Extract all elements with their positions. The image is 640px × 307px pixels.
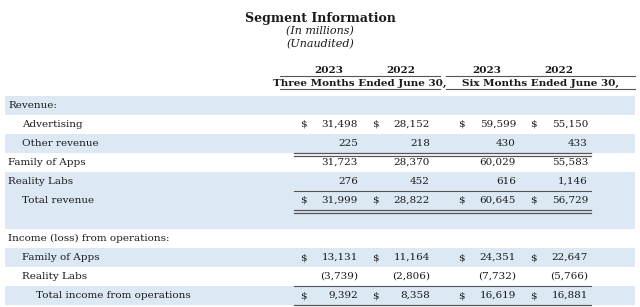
- Text: 452: 452: [410, 177, 430, 186]
- Text: (5,766): (5,766): [550, 272, 588, 281]
- Text: Revenue:: Revenue:: [8, 101, 57, 110]
- Text: 276: 276: [338, 177, 358, 186]
- Text: Reality Labs: Reality Labs: [22, 272, 87, 281]
- Text: $: $: [458, 120, 465, 129]
- Text: 8,358: 8,358: [400, 291, 430, 300]
- Bar: [5, 153, 635, 172]
- Text: 22,647: 22,647: [552, 253, 588, 262]
- Text: $: $: [300, 196, 307, 205]
- Text: 55,150: 55,150: [552, 120, 588, 129]
- Text: $: $: [300, 120, 307, 129]
- Bar: [5, 229, 635, 248]
- Text: 218: 218: [410, 139, 430, 148]
- Text: $: $: [458, 196, 465, 205]
- Text: (Unaudited): (Unaudited): [286, 39, 354, 49]
- Text: $: $: [530, 196, 536, 205]
- Text: 31,498: 31,498: [322, 120, 358, 129]
- Text: Total revenue: Total revenue: [22, 196, 94, 205]
- Text: $: $: [458, 291, 465, 300]
- Bar: [5, 134, 635, 153]
- Text: (In millions): (In millions): [286, 26, 354, 36]
- Text: 2022: 2022: [545, 66, 573, 75]
- Bar: [5, 115, 635, 134]
- Text: 225: 225: [338, 139, 358, 148]
- Text: 616: 616: [496, 177, 516, 186]
- Text: 24,351: 24,351: [479, 253, 516, 262]
- Text: 11,164: 11,164: [394, 253, 430, 262]
- Text: Six Months Ended June 30,: Six Months Ended June 30,: [462, 79, 619, 88]
- Text: 55,583: 55,583: [552, 158, 588, 167]
- Text: 28,822: 28,822: [394, 196, 430, 205]
- Text: 56,729: 56,729: [552, 196, 588, 205]
- Text: 2023: 2023: [472, 66, 501, 75]
- Text: (2,806): (2,806): [392, 272, 430, 281]
- Bar: [5, 172, 635, 191]
- Text: Other revenue: Other revenue: [22, 139, 99, 148]
- Text: Reality Labs: Reality Labs: [8, 177, 73, 186]
- Text: 16,619: 16,619: [479, 291, 516, 300]
- Text: 59,599: 59,599: [479, 120, 516, 129]
- Text: Family of Apps: Family of Apps: [8, 158, 86, 167]
- Text: 28,370: 28,370: [394, 158, 430, 167]
- Text: Three Months Ended June 30,: Three Months Ended June 30,: [273, 79, 447, 88]
- Bar: [5, 286, 635, 305]
- Text: $: $: [372, 196, 379, 205]
- Text: $: $: [530, 253, 536, 262]
- Text: $: $: [372, 253, 379, 262]
- Text: 16,881: 16,881: [552, 291, 588, 300]
- Text: Income (loss) from operations:: Income (loss) from operations:: [8, 234, 170, 243]
- Text: Total income from operations: Total income from operations: [36, 291, 191, 300]
- Text: $: $: [530, 291, 536, 300]
- Text: Family of Apps: Family of Apps: [22, 253, 100, 262]
- Text: $: $: [458, 253, 465, 262]
- Bar: [5, 210, 635, 229]
- Text: 28,152: 28,152: [394, 120, 430, 129]
- Text: 2023: 2023: [315, 66, 344, 75]
- Text: (7,732): (7,732): [478, 272, 516, 281]
- Bar: [5, 267, 635, 286]
- Text: 9,392: 9,392: [328, 291, 358, 300]
- Bar: [5, 191, 635, 210]
- Text: $: $: [300, 291, 307, 300]
- Text: 1,146: 1,146: [558, 177, 588, 186]
- Text: 13,131: 13,131: [322, 253, 358, 262]
- Text: Segment Information: Segment Information: [244, 12, 396, 25]
- Text: (3,739): (3,739): [320, 272, 358, 281]
- Text: 31,723: 31,723: [322, 158, 358, 167]
- Text: $: $: [372, 120, 379, 129]
- Bar: [5, 248, 635, 267]
- Text: 433: 433: [568, 139, 588, 148]
- Text: $: $: [372, 291, 379, 300]
- Text: Advertising: Advertising: [22, 120, 83, 129]
- Text: 60,645: 60,645: [479, 196, 516, 205]
- Bar: [5, 96, 635, 115]
- Text: 2022: 2022: [387, 66, 415, 75]
- Text: $: $: [300, 253, 307, 262]
- Text: 430: 430: [496, 139, 516, 148]
- Text: 31,999: 31,999: [322, 196, 358, 205]
- Text: $: $: [530, 120, 536, 129]
- Text: 60,029: 60,029: [479, 158, 516, 167]
